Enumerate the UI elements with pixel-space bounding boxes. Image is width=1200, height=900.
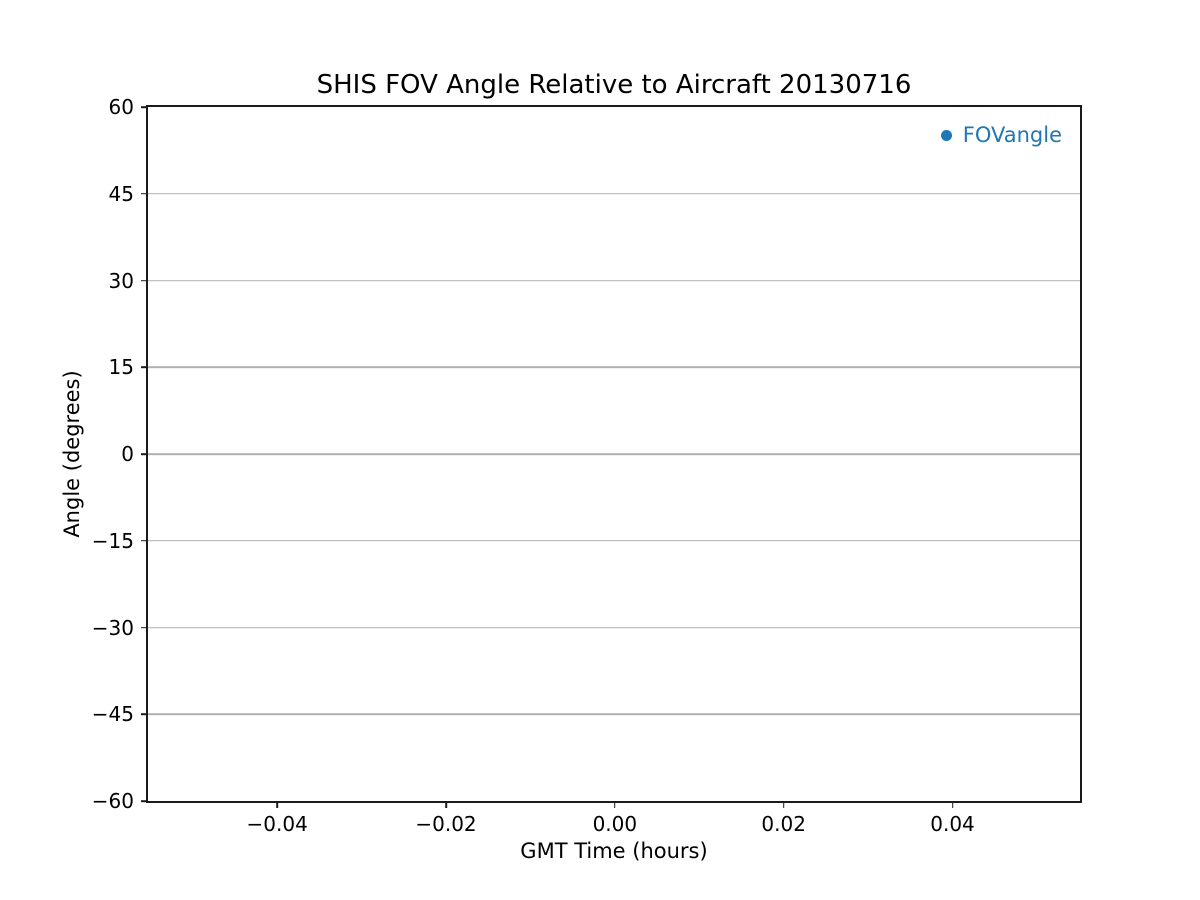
- h-gridline: [148, 192, 1080, 195]
- x-tick-mark: [951, 801, 954, 808]
- y-tick-label: 60: [108, 95, 134, 119]
- x-tick-mark: [445, 801, 447, 808]
- h-gridline: [148, 713, 1080, 716]
- chart-title: SHIS FOV Angle Relative to Aircraft 2013…: [316, 70, 912, 100]
- h-gridline: [148, 279, 1080, 282]
- h-gridline: [148, 539, 1080, 542]
- x-tick-label: −0.04: [246, 812, 308, 836]
- legend-label: FOVangle: [962, 123, 1062, 147]
- x-tick-label: 0.02: [761, 812, 806, 836]
- legend-marker-circle-icon: [940, 130, 952, 141]
- y-tick-label: −30: [91, 615, 134, 640]
- y-tick-label: 30: [108, 268, 134, 293]
- h-gridline: [148, 626, 1080, 629]
- y-tick-mark: [141, 192, 148, 195]
- y-tick-label: −60: [91, 789, 134, 813]
- y-tick-label: −15: [91, 528, 134, 553]
- h-gridline: [148, 366, 1080, 369]
- legend: FOVangle: [940, 123, 1062, 148]
- x-tick-mark: [276, 801, 278, 808]
- y-tick-mark: [141, 366, 148, 369]
- x-axis-label: GMT Time (hours): [520, 839, 708, 863]
- y-tick-mark: [141, 279, 148, 282]
- h-gridline: [148, 453, 1080, 455]
- y-tick-label: 45: [108, 181, 134, 206]
- y-tick-mark: [141, 626, 148, 629]
- y-tick-mark: [141, 106, 148, 108]
- y-tick-label: −45: [91, 702, 134, 727]
- y-tick-mark: [141, 453, 148, 455]
- y-tick-label: 15: [108, 355, 134, 380]
- y-tick-mark: [141, 539, 148, 542]
- x-tick-label: 0.04: [930, 812, 975, 836]
- plot-area: FOVangle: [146, 105, 1082, 803]
- y-tick-mark: [141, 713, 148, 716]
- x-tick-mark: [782, 801, 785, 808]
- y-tick-mark: [141, 800, 148, 802]
- x-tick-mark: [614, 801, 616, 808]
- y-tick-label: 0: [121, 442, 134, 466]
- x-tick-label: 0.00: [592, 812, 638, 836]
- x-tick-label: −0.02: [415, 812, 477, 836]
- y-axis-label: Angle (degrees): [60, 370, 84, 538]
